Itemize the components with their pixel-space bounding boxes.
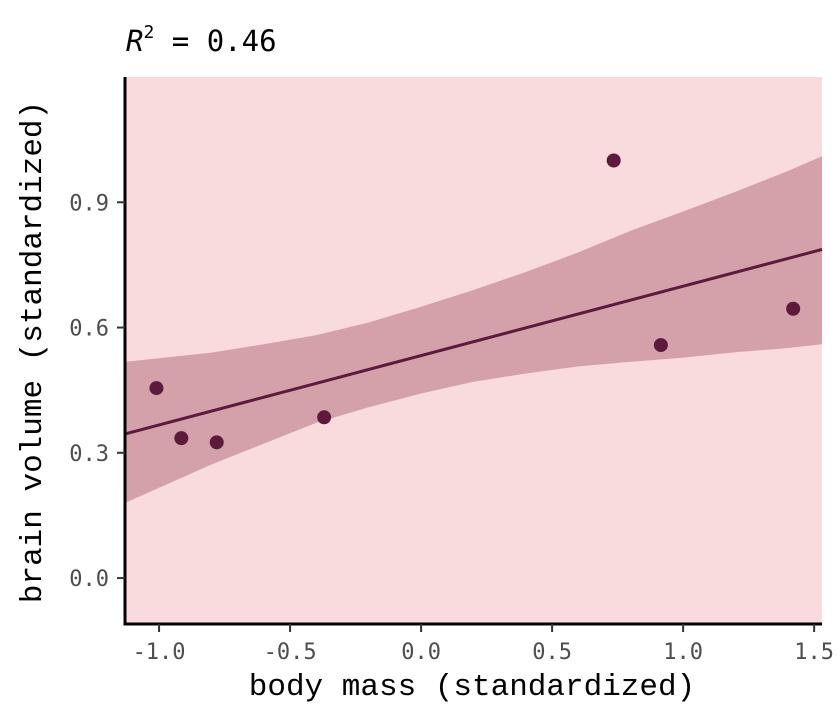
x-ticks: -1.0 -0.5 0.0 0.5 1.0 1.5 xyxy=(133,624,834,665)
chart-title-superscript: 2 xyxy=(143,22,154,43)
y-tick-label: 0.6 xyxy=(69,317,109,342)
x-axis-title: body mass (standardized) xyxy=(249,670,695,705)
x-tick-label: -0.5 xyxy=(264,640,317,665)
data-point xyxy=(653,338,668,353)
y-tick-label: 0.3 xyxy=(69,442,109,467)
x-tick-label: 0.5 xyxy=(532,640,572,665)
chart-title-r: R xyxy=(126,24,143,58)
confidence-band xyxy=(125,156,822,503)
data-point xyxy=(149,381,164,396)
data-point xyxy=(209,435,224,450)
y-tick-label: 0.9 xyxy=(69,191,109,216)
confidence-band-layer xyxy=(125,156,822,503)
chart-title: R2 = 0.46 xyxy=(126,22,277,58)
x-tick-label: 0.0 xyxy=(401,640,441,665)
fit-line-layer xyxy=(124,248,823,436)
y-axis-title: brain volume (standardized) xyxy=(16,101,51,603)
x-tick-label: 1.0 xyxy=(663,640,703,665)
data-point xyxy=(317,410,332,425)
x-tick-label: -1.0 xyxy=(133,640,186,665)
axes-layer xyxy=(123,77,822,626)
y-ticks: 0.0 0.3 0.6 0.9 xyxy=(69,191,125,592)
regression-line xyxy=(124,248,823,436)
data-point xyxy=(606,153,621,168)
data-point xyxy=(786,301,801,316)
chart-title-value: = 0.46 xyxy=(154,24,276,58)
x-tick-label: 1.5 xyxy=(794,640,834,665)
points-layer xyxy=(149,153,801,450)
data-point xyxy=(174,431,189,446)
y-tick-label: 0.0 xyxy=(69,567,109,592)
